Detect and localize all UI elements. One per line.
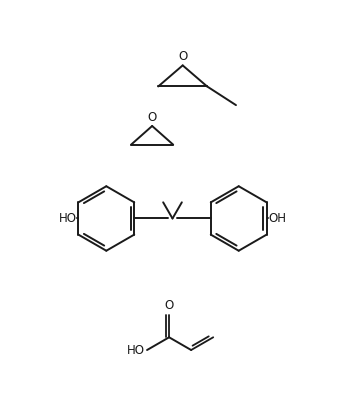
Text: O: O — [178, 50, 187, 63]
Text: HO: HO — [59, 212, 77, 225]
Text: OH: OH — [268, 212, 286, 225]
Text: HO: HO — [127, 344, 145, 357]
Text: O: O — [148, 111, 157, 124]
Text: O: O — [165, 299, 174, 312]
